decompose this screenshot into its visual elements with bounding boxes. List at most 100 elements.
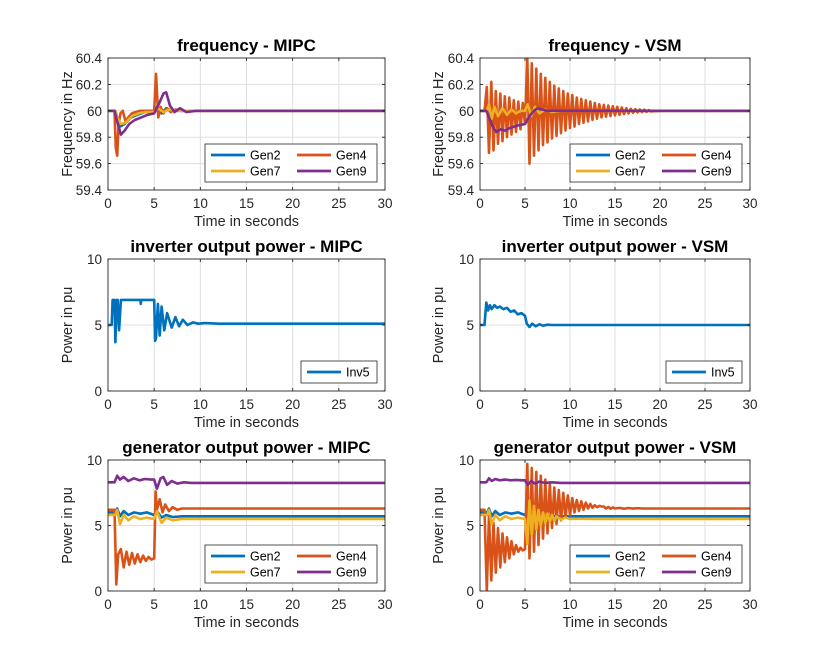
- x-tick-label: 30: [377, 597, 392, 612]
- legend-label-gen9: Gen9: [336, 566, 367, 580]
- y-tick-label: 10: [459, 252, 474, 267]
- x-tick-label: 10: [193, 196, 208, 211]
- x-tick-label: 0: [476, 597, 484, 612]
- x-tick-label: 25: [697, 397, 712, 412]
- legend-box: [569, 143, 743, 183]
- series-line-inv5: [480, 301, 750, 329]
- x-tick-label: 15: [607, 397, 622, 412]
- legend: Gen2 Gen4 Gen7 Gen9: [569, 143, 743, 183]
- y-tick-label: 10: [87, 252, 102, 267]
- y-axis-label: Power in pu: [431, 287, 447, 364]
- y-tick-label: 59.4: [76, 183, 103, 198]
- x-tick-label: 15: [239, 597, 254, 612]
- x-tick-label: 5: [521, 597, 529, 612]
- x-tick-label: 15: [607, 196, 622, 211]
- legend-label-gen9: Gen9: [701, 566, 732, 580]
- legend: Inv5: [665, 360, 743, 384]
- y-tick-label: 0: [94, 384, 102, 399]
- y-axis-label: Frequency in Hz: [60, 71, 76, 177]
- series-line-gen9: [108, 91, 385, 136]
- y-tick-label: 60.4: [448, 51, 475, 66]
- legend: Gen2 Gen4 Gen7 Gen9: [204, 544, 378, 584]
- x-tick-label: 20: [285, 597, 300, 612]
- legend: Inv5: [300, 360, 378, 384]
- y-tick-label: 59.6: [76, 157, 102, 172]
- y-tick-label: 0: [94, 584, 102, 599]
- series-line-gen7: [480, 499, 750, 546]
- series-group: [108, 474, 385, 586]
- x-tick-label: 10: [562, 397, 577, 412]
- x-tick-label: 15: [239, 397, 254, 412]
- chart-title: frequency - MIPC: [177, 36, 316, 55]
- x-axis-label: Time in seconds: [562, 214, 667, 230]
- x-tick-label: 25: [331, 397, 346, 412]
- x-tick-label: 0: [104, 196, 112, 211]
- y-tick-label: 0: [466, 584, 474, 599]
- x-tick-label: 5: [521, 196, 529, 211]
- x-tick-label: 30: [742, 397, 757, 412]
- y-tick-label: 5: [94, 318, 102, 333]
- legend-label-gen9: Gen9: [336, 165, 367, 179]
- legend-label-gen2: Gen2: [615, 149, 646, 163]
- x-tick-label: 30: [377, 397, 392, 412]
- x-tick-label: 20: [285, 397, 300, 412]
- series-line-gen4: [480, 462, 750, 591]
- series-line-inv5: [108, 298, 385, 344]
- legend-label-inv5: Inv5: [711, 366, 735, 380]
- series-group: [480, 301, 750, 329]
- x-axis-label: Time in seconds: [194, 214, 299, 230]
- y-axis-label: Power in pu: [60, 287, 76, 364]
- x-tick-label: 25: [331, 597, 346, 612]
- legend-box: [569, 544, 743, 584]
- x-tick-label: 20: [285, 196, 300, 211]
- series-group: [480, 462, 750, 591]
- legend-label-gen7: Gen7: [250, 165, 281, 179]
- series-group: [108, 298, 385, 344]
- legend-label-gen2: Gen2: [615, 550, 646, 564]
- series-line-gen4: [108, 490, 385, 586]
- legend-label-gen4: Gen4: [336, 149, 367, 163]
- series-line-gen7: [108, 508, 385, 526]
- subplot-4: 0 5 10 15 20 25 30 0 5 10 inverter output power - …: [431, 237, 758, 431]
- subplot-1: 0 5 10 15 20 25 30 59.4 59.6 59.8 60 60.2 60.4 freque…: [60, 36, 393, 230]
- y-tick-label: 10: [459, 453, 474, 468]
- x-tick-label: 15: [607, 597, 622, 612]
- series-group: [108, 72, 385, 157]
- legend-label-gen4: Gen4: [701, 550, 732, 564]
- chart-title: frequency - VSM: [548, 36, 681, 55]
- x-tick-label: 10: [193, 597, 208, 612]
- x-tick-label: 20: [652, 397, 667, 412]
- subplot-6: 0 5 10 15 20 25 30 0 5 10 generator output power -…: [431, 438, 758, 631]
- y-tick-label: 5: [466, 519, 474, 534]
- y-tick-label: 60: [87, 104, 102, 119]
- legend-box: [204, 143, 378, 183]
- x-tick-label: 15: [239, 196, 254, 211]
- legend-label-gen7: Gen7: [250, 566, 281, 580]
- y-tick-label: 60.4: [76, 51, 103, 66]
- x-axis-label: Time in seconds: [194, 615, 299, 631]
- x-tick-label: 5: [150, 597, 158, 612]
- chart-title: inverter output power - MIPC: [130, 237, 362, 256]
- series-group: [480, 58, 750, 165]
- y-tick-label: 0: [466, 384, 474, 399]
- series-line-gen9: [108, 474, 385, 491]
- x-tick-label: 0: [476, 196, 484, 211]
- x-tick-label: 25: [697, 597, 712, 612]
- series-line-gen9: [480, 106, 750, 134]
- y-tick-label: 59.8: [76, 130, 102, 145]
- y-axis-label: Power in pu: [60, 487, 76, 564]
- legend-box: [204, 544, 378, 584]
- x-tick-label: 5: [521, 397, 529, 412]
- chart-title: inverter output power - VSM: [502, 237, 729, 256]
- y-tick-label: 59.6: [448, 157, 474, 172]
- legend-label-inv5: Inv5: [346, 366, 370, 380]
- y-tick-label: 5: [466, 318, 474, 333]
- legend-label-gen7: Gen7: [615, 566, 646, 580]
- x-tick-label: 20: [652, 196, 667, 211]
- y-axis-label: Power in pu: [431, 487, 447, 564]
- legend-label-gen9: Gen9: [701, 165, 732, 179]
- subplot-3: 0 5 10 15 20 25 30 0 5 10 inverter output power - …: [60, 237, 393, 431]
- legend: Gen2 Gen4 Gen7 Gen9: [204, 143, 378, 183]
- x-tick-label: 25: [697, 196, 712, 211]
- x-tick-label: 30: [742, 196, 757, 211]
